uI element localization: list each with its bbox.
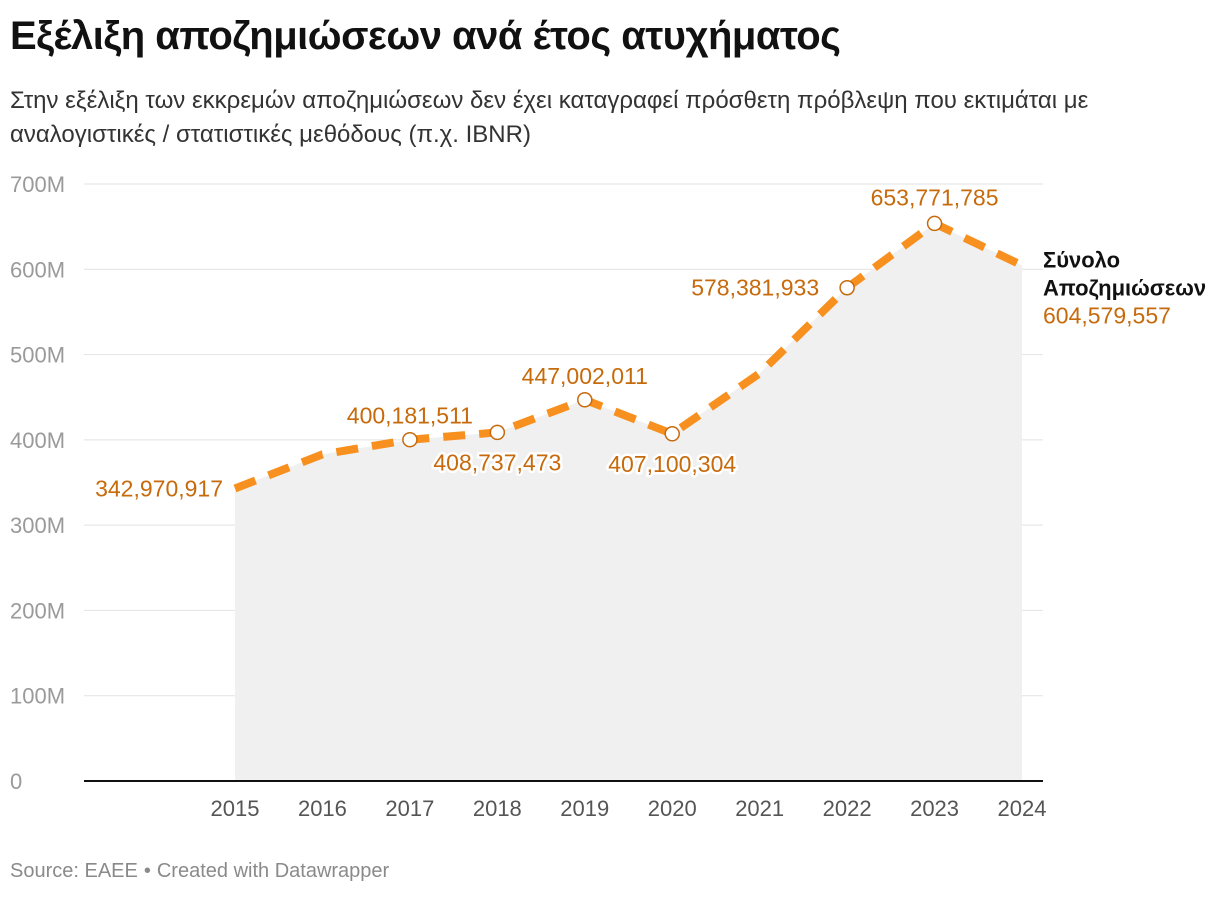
- data-label: 408,737,473: [433, 449, 561, 475]
- x-tick-label: 2019: [560, 796, 609, 821]
- x-tick-label: 2016: [298, 796, 347, 821]
- chart-footer: Source: EAEE • Created with Datawrapper: [10, 860, 389, 883]
- credit-text: Created with Datawrapper: [156, 860, 390, 882]
- x-tick-label: 2021: [735, 796, 784, 821]
- data-label: 407,100,304: [608, 451, 736, 477]
- data-label: 342,970,917: [95, 475, 223, 501]
- data-point-marker: [489, 424, 506, 441]
- chart-title: Εξέλιξη αποζημιώσεων ανά έτος ατυχήματος: [10, 14, 841, 58]
- y-tick-label: 0: [10, 769, 22, 794]
- footer-separator: •: [143, 860, 151, 882]
- y-tick-label: 200M: [10, 598, 65, 623]
- data-label: 447,002,011: [522, 363, 648, 389]
- y-tick-label: 700M: [10, 172, 65, 197]
- area-fill: [235, 223, 1022, 782]
- y-tick-label: 600M: [10, 257, 65, 282]
- x-tick-label: 2017: [385, 796, 434, 821]
- data-label: 578,381,933: [691, 275, 819, 301]
- data-label: 400,181,511: [347, 403, 473, 429]
- chart-subtitle: Στην εξέλιξη των εκκρεμών αποζημιώσεων δ…: [10, 87, 1089, 148]
- x-tick-label: 2015: [211, 796, 260, 821]
- data-point-marker: [839, 279, 855, 296]
- data-point-marker: [926, 215, 943, 232]
- series-line: [233, 219, 1024, 493]
- data-point-marker: [577, 392, 593, 408]
- data-label: 653,771,785: [871, 184, 999, 210]
- x-tick-label: 2018: [473, 796, 522, 821]
- y-tick-label: 100M: [10, 684, 65, 709]
- data-point-marker: [402, 431, 418, 448]
- x-tick-label: 2024: [998, 796, 1047, 821]
- series-name-label: Αποζημιώσεων: [1043, 275, 1206, 300]
- series-name-label: Σύνολο: [1043, 247, 1120, 272]
- x-tick-label: 2023: [910, 796, 959, 821]
- y-tick-label: 400M: [10, 428, 65, 453]
- x-tick-label: 2022: [823, 796, 872, 821]
- source-text: Source: EAEE: [10, 860, 138, 882]
- last-value-label: 604,579,557: [1043, 302, 1171, 328]
- y-tick-label: 500M: [10, 343, 65, 368]
- y-tick-label: 300M: [10, 513, 65, 538]
- x-tick-label: 2020: [648, 796, 697, 821]
- data-point-marker: [664, 426, 680, 442]
